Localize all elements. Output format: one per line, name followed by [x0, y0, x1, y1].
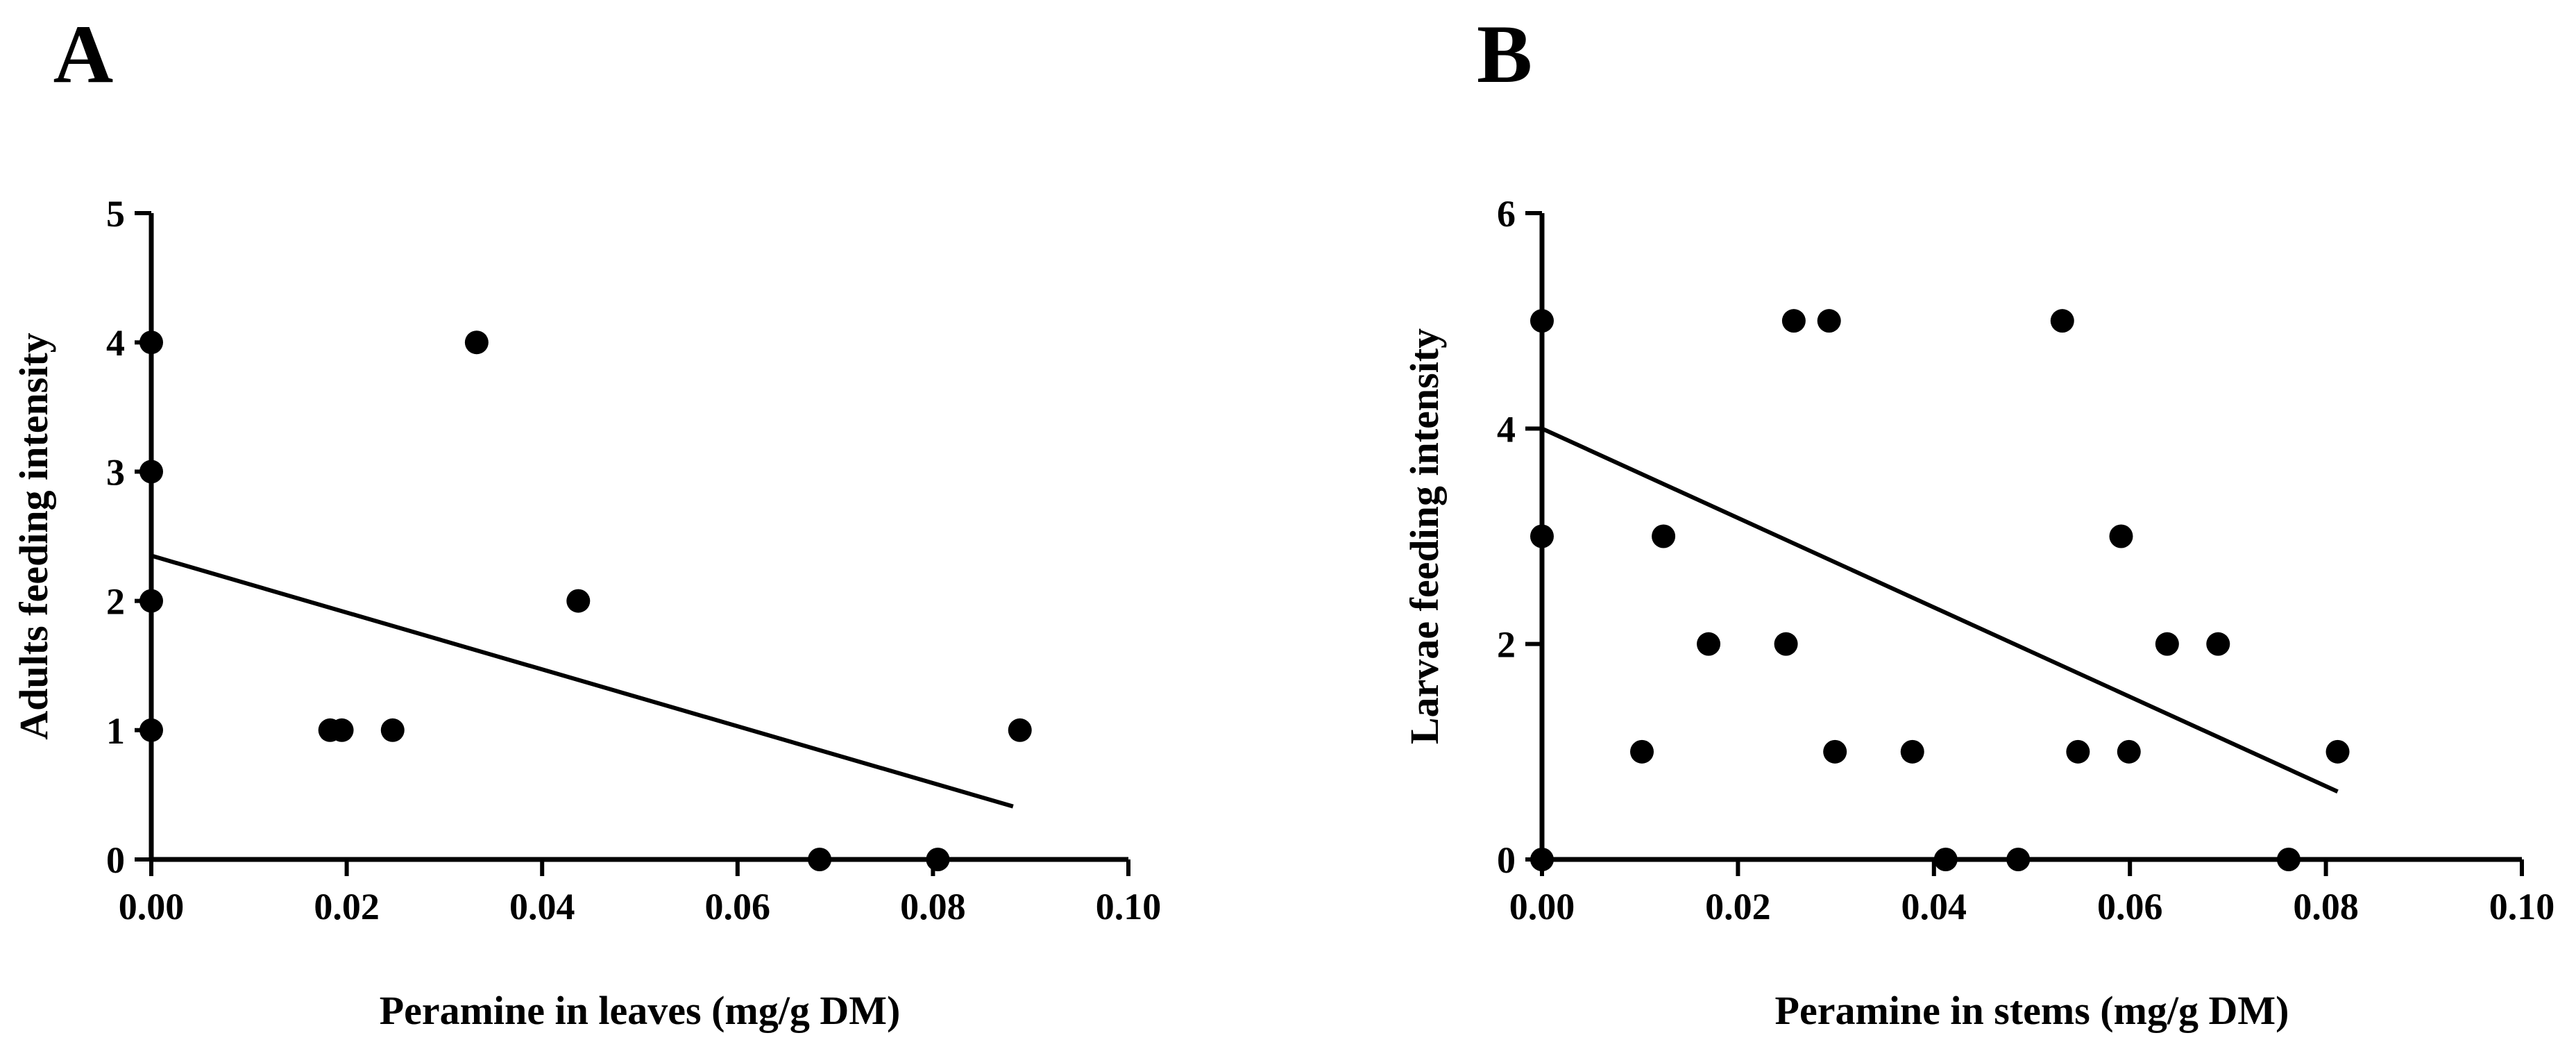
- y-tick-label: 0: [106, 839, 125, 881]
- data-point: [2325, 739, 2350, 764]
- data-point: [1530, 524, 1554, 548]
- data-point: [1652, 524, 1676, 548]
- data-point: [1823, 739, 1847, 764]
- y-tick-label: 6: [1497, 193, 1516, 235]
- data-point: [1530, 848, 1554, 871]
- x-tick-label: 0.08: [900, 886, 966, 927]
- data-point: [808, 848, 832, 871]
- data-point: [139, 718, 163, 742]
- data-point: [1817, 309, 1841, 333]
- data-point: [2109, 524, 2133, 548]
- data-point: [1697, 632, 1721, 656]
- data-point: [2066, 739, 2090, 764]
- data-point: [566, 589, 591, 613]
- data-point: [2206, 632, 2230, 656]
- data-point: [139, 330, 163, 355]
- panel-label: A: [53, 8, 114, 100]
- y-tick-label: 3: [106, 451, 125, 493]
- panel-label: B: [1477, 8, 1532, 100]
- data-point: [2155, 632, 2179, 656]
- data-point: [1781, 309, 1806, 333]
- data-point: [2006, 848, 2031, 871]
- data-point: [1008, 718, 1032, 742]
- data-point: [1933, 848, 1958, 871]
- data-point: [1630, 739, 1654, 764]
- y-tick-label: 0: [1497, 839, 1516, 881]
- x-tick-label: 0.00: [119, 886, 185, 927]
- y-tick-label: 1: [106, 710, 125, 752]
- y-axis-label: Larvae feeding intensity: [1402, 328, 1447, 744]
- chart-panel-1: A 0.00 0.02 0.04 0.06 0.08 0.10 0 1 2 3 4 5 Peramine …: [11, 8, 1161, 1033]
- x-tick-label: 0.02: [314, 886, 380, 927]
- x-tick-label: 0.06: [705, 886, 771, 927]
- data-point: [139, 460, 163, 484]
- chart-panel-2: B 0.00 0.02 0.04 0.06 0.08 0.10 0 2 4 6 Peramine in…: [1402, 8, 2554, 1033]
- x-tick-label: 0.00: [1509, 886, 1575, 927]
- data-point: [139, 589, 163, 613]
- y-tick-label: 2: [1497, 624, 1516, 666]
- x-tick-label: 0.02: [1705, 886, 1771, 927]
- x-tick-label: 0.04: [1901, 886, 1967, 927]
- x-tick-label: 0.10: [2489, 886, 2555, 927]
- data-point: [1530, 309, 1554, 333]
- data-point: [1900, 739, 1924, 764]
- y-tick-label: 2: [106, 581, 125, 623]
- x-tick-label: 0.10: [1096, 886, 1162, 927]
- data-point: [2276, 848, 2300, 871]
- y-tick-label: 4: [106, 322, 125, 364]
- x-axis-label: Peramine in leaves (mg/g DM): [380, 988, 901, 1033]
- data-point: [380, 718, 405, 742]
- data-point: [2050, 309, 2074, 333]
- data-point: [330, 718, 354, 742]
- data-point: [464, 330, 489, 355]
- y-tick-label: 4: [1497, 408, 1516, 450]
- x-tick-label: 0.08: [2293, 886, 2359, 927]
- x-tick-label: 0.06: [2097, 886, 2163, 927]
- x-tick-label: 0.04: [509, 886, 575, 927]
- data-point: [2117, 739, 2141, 764]
- y-axis-label: Adults feeding intensity: [11, 333, 56, 740]
- data-point: [926, 848, 950, 871]
- y-tick-label: 5: [106, 193, 125, 235]
- data-point: [1774, 632, 1798, 656]
- x-axis-label: Peramine in stems (mg/g DM): [1775, 988, 2289, 1033]
- regression-line: [151, 553, 1014, 809]
- regression-line: [1541, 426, 2339, 794]
